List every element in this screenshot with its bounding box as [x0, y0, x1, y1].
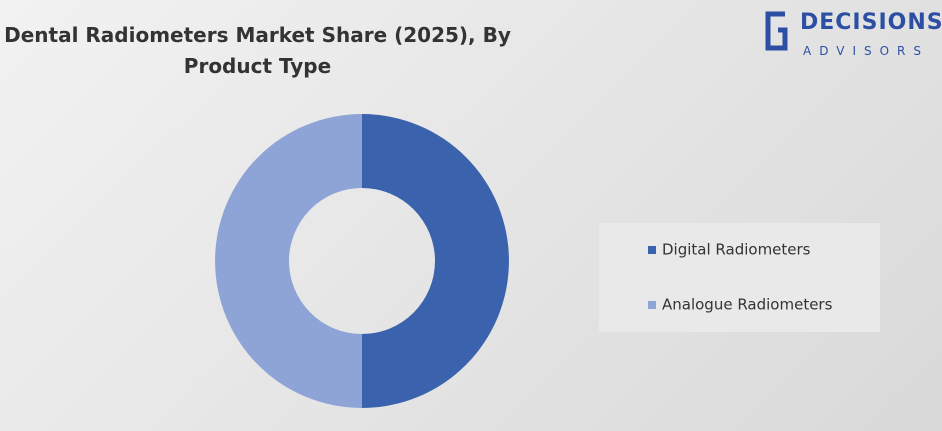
chart-title: Dental Radiometers Market Share (2025), …	[4, 23, 511, 78]
donut-segment	[362, 114, 509, 408]
legend-label: Analogue Radiometers	[662, 296, 833, 314]
legend-label: Digital Radiometers	[662, 241, 811, 259]
donut-segment	[215, 114, 362, 408]
logo-tagline: ADVISORS	[803, 44, 930, 58]
legend-swatch	[648, 246, 656, 254]
logo-icon	[765, 11, 788, 51]
legend-box	[599, 223, 880, 332]
logo-name: DECISIONS	[800, 10, 942, 35]
legend-swatch	[648, 301, 656, 309]
